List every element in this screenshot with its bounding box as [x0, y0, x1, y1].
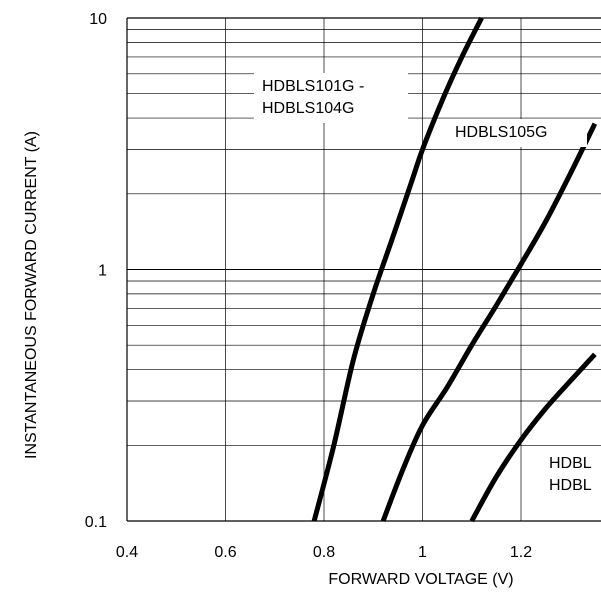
y-axis-label: INSTANTANEOUS FORWARD CURRENT (A): [23, 131, 40, 459]
series-label-3: HDBL: [549, 477, 592, 494]
y-tick-label: 10: [89, 11, 107, 28]
series-curve-2: [380, 122, 598, 522]
series-curve-3: [469, 352, 597, 523]
x-tick-label: 0.8: [313, 544, 335, 561]
series-label-bg: [254, 73, 408, 123]
y-tick-label: 1: [98, 263, 107, 280]
series-label-bg: [447, 119, 587, 147]
x-tick-label: 0.6: [214, 544, 236, 561]
x-tick-label: 1: [418, 544, 427, 561]
series-label-1: HDBLS104G: [262, 100, 355, 117]
series-curve-1: [311, 16, 484, 522]
y-tick-label: 0.1: [85, 514, 107, 531]
series-label-2: HDBLS105G: [455, 124, 548, 141]
series-label-3: HDBL: [549, 455, 592, 472]
x-axis-label: FORWARD VOLTAGE (V): [328, 571, 513, 588]
x-tick-labels: 0.4 0.6 0.8 1 1.2: [116, 544, 532, 561]
curves: [311, 16, 598, 523]
x-tick-label: 1.2: [510, 544, 532, 561]
plot-frame: [126, 17, 601, 522]
y-tick-labels: 0.1 1 10: [85, 11, 107, 531]
series-label-bg: [541, 450, 593, 500]
series-labels: HDBLS101G - HDBLS104G HDBLS105G HDBL HDBL: [254, 73, 593, 500]
x-tick-label: 0.4: [116, 544, 138, 561]
series-label-1: HDBLS101G -: [262, 78, 364, 95]
